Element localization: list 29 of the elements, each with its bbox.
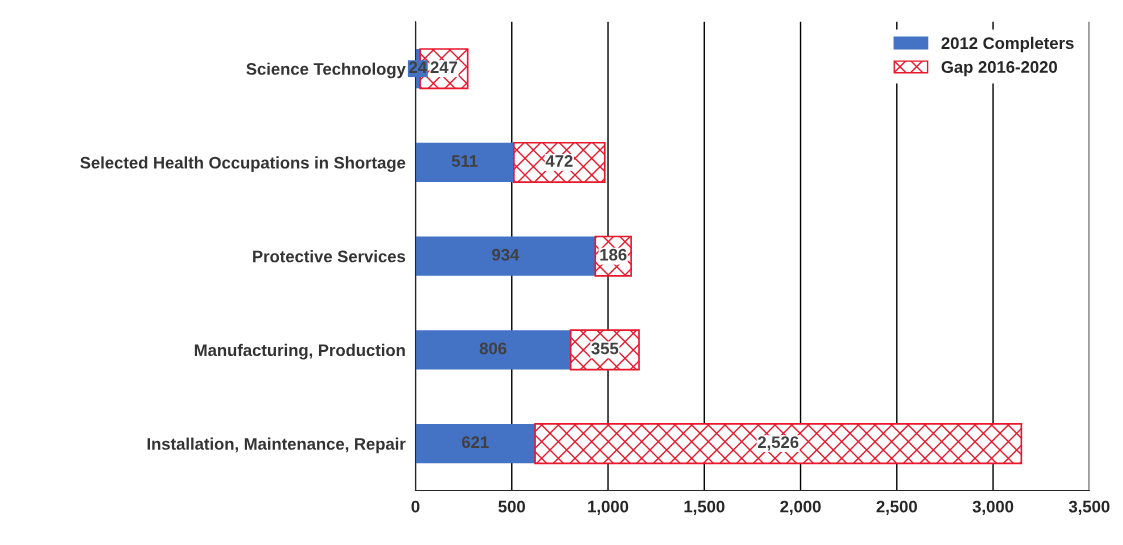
x-tick-label: 1,000 [588, 500, 629, 515]
data-label: 186 [600, 248, 627, 261]
bar [415, 236, 596, 276]
y-tick-label: Installation, Maintenance, Repair [147, 437, 406, 454]
bar [513, 141, 606, 183]
x-tick-label: 500 [498, 500, 525, 513]
x-tick-label: 3,000 [972, 500, 1014, 515]
bar [534, 423, 1023, 465]
y-tick-label: Protective Services [253, 250, 406, 263]
data-label: 2,526 [757, 436, 799, 451]
data-label: 934 [492, 248, 520, 261]
legend-label: Gap 2016-2020 [941, 61, 1057, 77]
x-tick-label: 3,500 [1068, 500, 1110, 515]
data-label: 621 [461, 436, 489, 449]
x-tick-label: 2,500 [876, 500, 917, 515]
data-label: 355 [591, 342, 619, 355]
y-tick-label: Manufacturing, Production [194, 343, 405, 360]
y-tick-label: Science Technology [246, 62, 406, 79]
legend-label: 2012 Completers [941, 36, 1074, 53]
data-label: 472 [545, 155, 573, 167]
x-tick-label: 1,500 [684, 500, 725, 515]
data-label: 511 [451, 155, 478, 167]
x-tick-label: 0 [411, 500, 420, 513]
bar [415, 423, 536, 464]
x-tick-label: 2,000 [780, 500, 821, 515]
data-label: 806 [479, 342, 507, 355]
bar [415, 330, 571, 370]
data-label: 247 [430, 61, 458, 73]
y-tick-label: Selected Health Occupations in Shortage [80, 156, 406, 172]
